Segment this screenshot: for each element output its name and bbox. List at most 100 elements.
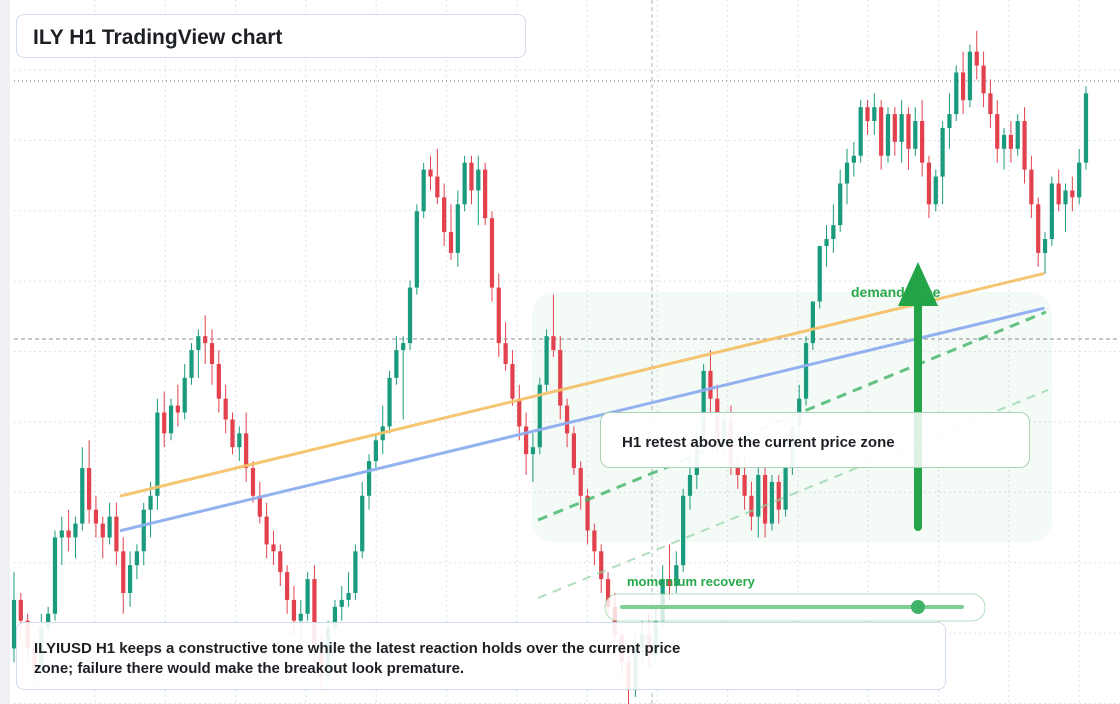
- candle: [885, 107, 891, 163]
- candle-body: [831, 225, 836, 240]
- candle: [285, 565, 290, 614]
- candle: [483, 162, 488, 226]
- candle: [264, 502, 269, 559]
- candle-body: [1049, 183, 1054, 240]
- candle-body: [127, 565, 133, 593]
- candle: [394, 336, 399, 385]
- candle-body: [967, 51, 973, 101]
- candle-body: [947, 114, 952, 128]
- candle-body: [428, 169, 433, 177]
- candle-body: [237, 433, 242, 448]
- candle: [599, 544, 604, 593]
- candle-body: [667, 579, 672, 587]
- candle: [810, 301, 815, 351]
- candle-body: [93, 509, 99, 524]
- candle-body: [564, 405, 570, 434]
- candle: [353, 544, 358, 600]
- candle-body: [401, 343, 406, 351]
- candle-body: [353, 551, 358, 593]
- candle: [271, 530, 276, 566]
- candle-body: [141, 509, 146, 552]
- candle-body: [332, 606, 338, 628]
- candle: [865, 100, 870, 135]
- candle: [749, 481, 754, 531]
- candle-body: [100, 523, 105, 538]
- candle: [435, 148, 440, 205]
- candle-body: [544, 336, 549, 385]
- candle-body: [155, 412, 160, 496]
- candle: [455, 190, 460, 267]
- candle-body: [906, 114, 911, 149]
- candle: [121, 537, 126, 614]
- candle: [421, 162, 426, 219]
- candle-body: [305, 579, 310, 614]
- candle-body: [291, 599, 297, 621]
- candle-body: [1001, 134, 1007, 149]
- candle-body: [407, 287, 413, 344]
- candle-body: [708, 370, 713, 399]
- candle: [1042, 232, 1048, 274]
- candle: [920, 100, 925, 177]
- candle-body: [879, 107, 884, 156]
- candle: [366, 454, 372, 510]
- up-arrow-icon: [898, 262, 938, 306]
- candle: [667, 544, 672, 600]
- trend-lines: [119, 272, 1045, 532]
- left-edge: [0, 0, 10, 704]
- candle: [926, 155, 932, 219]
- candle-body: [66, 530, 71, 538]
- candle-body: [360, 495, 365, 552]
- candle: [537, 377, 542, 455]
- candle-body: [1022, 121, 1027, 170]
- candle: [216, 350, 221, 413]
- candle-body: [421, 169, 426, 212]
- candle-body: [339, 599, 344, 607]
- candle-body: [783, 468, 788, 510]
- candle: [1022, 107, 1027, 184]
- candle: [407, 280, 413, 351]
- candle-body: [1077, 162, 1082, 198]
- candle: [442, 183, 447, 246]
- candle-body: [749, 495, 754, 517]
- candle: [250, 461, 256, 503]
- candle: [86, 440, 92, 524]
- candle-body: [899, 114, 904, 142]
- candle-body: [496, 287, 501, 344]
- candle-body: [571, 433, 577, 469]
- candle-body: [462, 162, 467, 205]
- channel-lower-dashed: [537, 389, 1049, 599]
- candle-body: [271, 544, 276, 552]
- candle: [578, 461, 583, 510]
- candle-body: [373, 440, 379, 462]
- candle: [373, 433, 379, 469]
- candle-body: [264, 516, 269, 545]
- candle-body: [346, 592, 351, 600]
- candle: [141, 502, 146, 566]
- candle-body: [551, 336, 556, 351]
- candle: [230, 412, 235, 455]
- candle-body: [701, 370, 706, 441]
- candle-body: [558, 350, 563, 406]
- candle: [831, 204, 836, 253]
- candle-body: [134, 551, 140, 566]
- candle-body: [851, 155, 856, 163]
- candle: [769, 474, 775, 531]
- candle: [954, 65, 959, 122]
- candle: [974, 30, 979, 80]
- candle-body: [162, 412, 167, 434]
- candle-body: [981, 65, 986, 94]
- candle: [523, 412, 529, 475]
- candle-body: [537, 384, 542, 448]
- candle: [148, 481, 153, 538]
- candle: [571, 426, 577, 475]
- candle-body: [489, 218, 495, 288]
- candle: [510, 350, 515, 406]
- candle: [189, 343, 194, 385]
- candle-body: [974, 51, 979, 66]
- candle-body: [872, 107, 877, 122]
- candle-body: [209, 343, 215, 364]
- candle-body: [46, 613, 51, 628]
- candle: [203, 315, 208, 364]
- candle-body: [810, 301, 815, 344]
